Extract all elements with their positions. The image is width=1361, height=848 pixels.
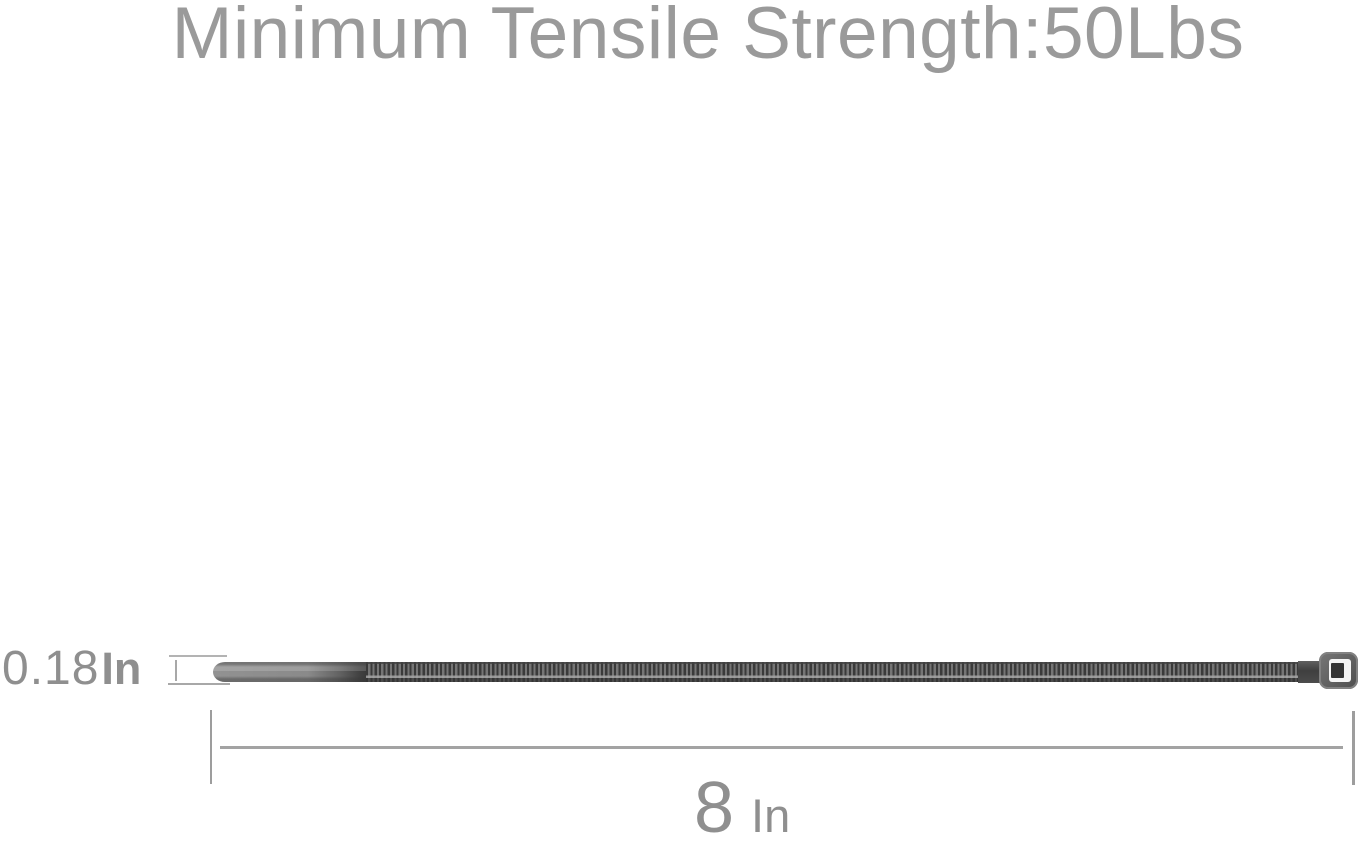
cable-tie-tip: [213, 662, 366, 682]
width-label: 0.18 In: [2, 645, 141, 693]
length-tick-left: [210, 710, 212, 784]
length-label: 8 In: [694, 772, 790, 844]
page-title: Minimum Tensile Strength:50Lbs: [171, 0, 1245, 74]
length-dimension-line: [220, 746, 1343, 749]
cable-tie-head-pawl: [1331, 663, 1344, 678]
cable-tie-neck: [1298, 661, 1323, 683]
length-value: 8: [694, 768, 735, 848]
width-unit: In: [101, 643, 142, 694]
width-bracket-tick: [175, 660, 177, 681]
width-value: 0.18: [2, 642, 100, 695]
width-bracket-bottom-line: [168, 683, 230, 685]
length-tick-right: [1352, 711, 1355, 785]
cable-tie-teeth: [366, 662, 1299, 682]
width-bracket-top-line: [169, 655, 227, 657]
length-unit: In: [751, 789, 791, 842]
